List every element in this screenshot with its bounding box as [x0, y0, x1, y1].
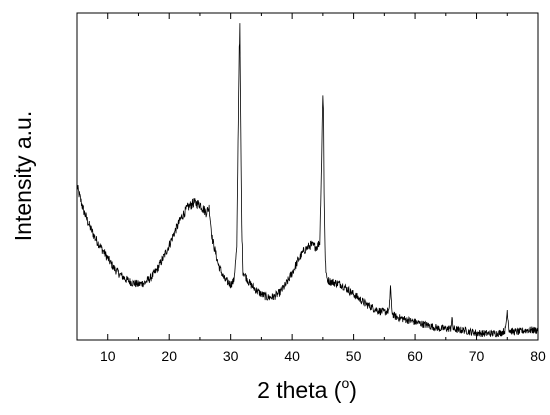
x-tick-label: 20: [161, 348, 177, 364]
x-tick-label: 30: [223, 348, 239, 364]
x-tick-label: 80: [530, 348, 546, 364]
x-tick-label: 40: [284, 348, 300, 364]
x-axis: 10 20 30 40 50 60 70 80: [76, 13, 546, 364]
plot-frame: [76, 12, 539, 341]
y-axis-label: Intensity a.u.: [10, 111, 36, 241]
x-tick-label: 10: [100, 348, 116, 364]
x-tick-label: 60: [407, 348, 423, 364]
x-tick-label: 70: [469, 348, 485, 364]
data-layer: [76, 23, 539, 338]
x-axis-label-superscript: o: [341, 375, 349, 391]
x-tick-label: 50: [346, 348, 362, 364]
x-axis-label-main: 2 theta (: [257, 377, 342, 403]
x-axis-label: 2 theta (o): [257, 375, 357, 403]
x-axis-label-end: ): [349, 377, 357, 403]
series-line: [76, 23, 539, 338]
